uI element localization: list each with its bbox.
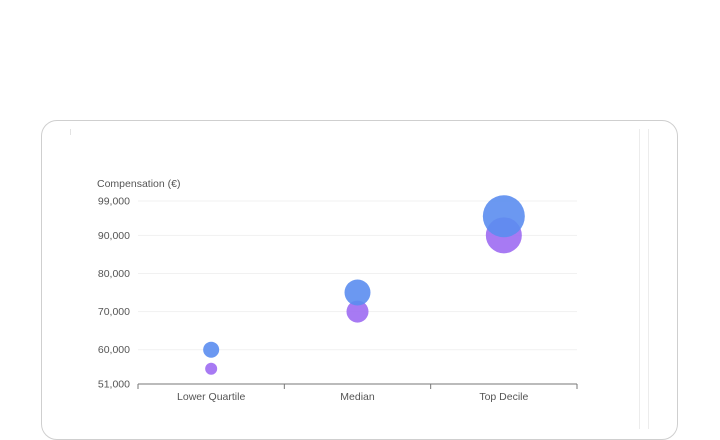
bubble[interactable] [346,300,369,323]
card-inner-edge [639,129,649,429]
y-tick-label: 70,000 [98,306,130,318]
card-corner-mark [70,129,71,135]
y-axis: 51,000 60,000 70,000 80,000 90,000 99,000 [98,196,130,391]
bubble[interactable] [344,279,371,306]
x-tick-label: Lower Quartile [177,391,245,403]
x-tick-label: Median [340,391,375,403]
bubble-chart: 51,000 60,000 70,000 80,000 90,000 99,000 Com… [97,178,578,403]
x-axis: Lower Quartile Median Top Decile [137,383,578,403]
y-tick-label: 90,000 [98,230,130,242]
y-tick-label: 51,000 [98,379,130,391]
y-axis-title: Compensation (€) [97,178,180,190]
y-tick-label: 60,000 [98,344,130,356]
y-tick-label: 99,000 [98,196,130,208]
bubbles [203,195,525,375]
y-tick-label: 80,000 [98,268,130,280]
bubble[interactable] [482,195,525,238]
x-tick-label: Top Decile [479,391,528,403]
bubble[interactable] [203,341,220,358]
bubble[interactable] [205,362,218,375]
